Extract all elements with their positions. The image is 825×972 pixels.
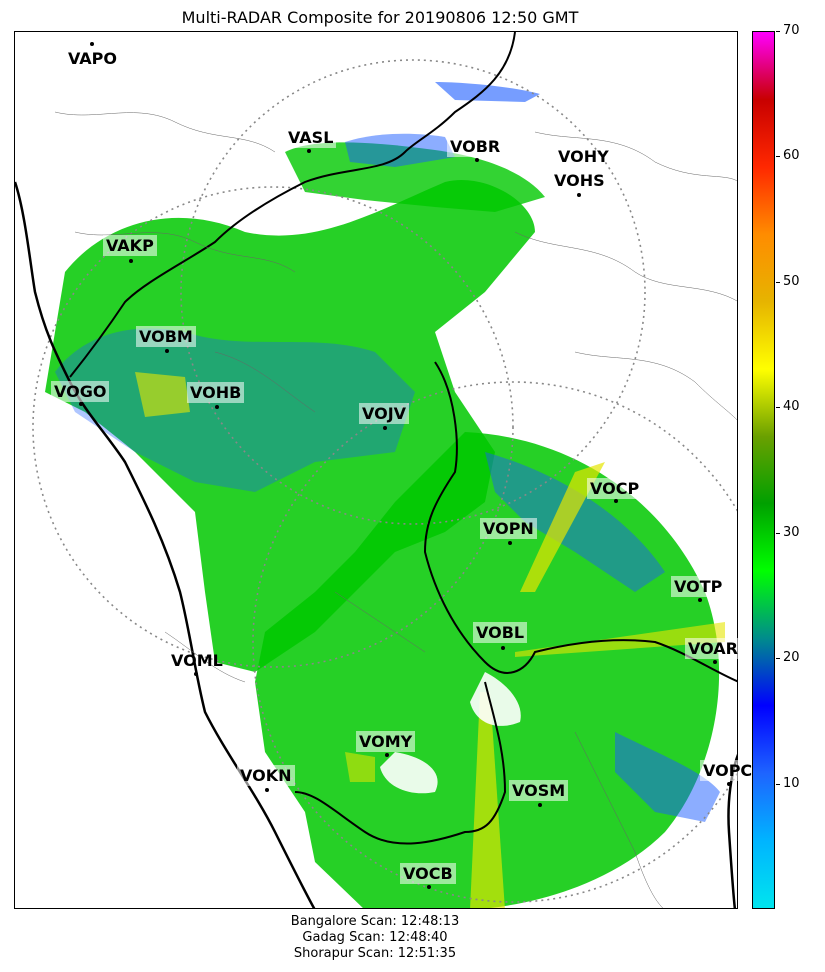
station-label-vokn: VOKN bbox=[237, 765, 295, 786]
station-label-vobm: VOBM bbox=[136, 326, 196, 347]
station-label-vogo: VOGO bbox=[51, 381, 110, 402]
radar-map bbox=[14, 31, 738, 909]
station-marker-voar bbox=[713, 660, 717, 664]
station-marker-vomy bbox=[385, 753, 389, 757]
station-label-votp: VOTP bbox=[671, 576, 726, 597]
station-marker-vobr bbox=[475, 158, 479, 162]
station-label-vasl: VASL bbox=[285, 127, 337, 148]
scan-info: Bangalore Scan: 12:48:13 Gadag Scan: 12:… bbox=[0, 914, 750, 962]
station-marker-vobm bbox=[165, 349, 169, 353]
colorbar-tick-label: 20 bbox=[783, 650, 800, 666]
colorbar-tick bbox=[776, 281, 780, 283]
station-marker-vogo bbox=[79, 402, 83, 406]
colorbar-tick-label: 40 bbox=[783, 399, 800, 415]
station-marker-votp bbox=[698, 598, 702, 602]
scan-info-gadag: Gadag Scan: 12:48:40 bbox=[302, 930, 448, 945]
station-marker-voml bbox=[194, 672, 198, 676]
station-marker-vocb bbox=[427, 885, 431, 889]
station-marker-vocp bbox=[614, 499, 618, 503]
colorbar-tick-label: 70 bbox=[783, 23, 800, 38]
range-rings bbox=[32, 59, 737, 903]
colorbar-tick bbox=[776, 532, 780, 534]
colorbar-tick bbox=[776, 156, 780, 158]
colorbar-tick-label: 30 bbox=[783, 524, 800, 540]
station-marker-vohs bbox=[577, 193, 581, 197]
station-marker-vojv bbox=[383, 426, 387, 430]
coastline bbox=[15, 181, 316, 908]
station-marker-vobl bbox=[501, 646, 505, 650]
colorbar bbox=[752, 31, 775, 909]
colorbar-tick-label: 50 bbox=[783, 273, 800, 289]
colorbar-tick-label: 10 bbox=[783, 775, 800, 791]
station-label-vohs: VOHS bbox=[554, 171, 605, 190]
station-label-vopc: VOPC bbox=[700, 760, 756, 781]
station-marker-vakp bbox=[129, 259, 133, 263]
colorbar-tick bbox=[776, 407, 780, 409]
station-marker-vosm bbox=[538, 803, 542, 807]
scan-info-shorapur: Shorapur Scan: 12:51:35 bbox=[293, 946, 457, 961]
radar-map-canvas bbox=[15, 32, 737, 908]
colorbar-tick-label: 60 bbox=[783, 148, 800, 164]
station-label-vosm: VOSM bbox=[509, 780, 569, 801]
station-marker-vapo bbox=[90, 42, 94, 46]
station-label-vocp: VOCP bbox=[587, 478, 643, 499]
colorbar-tick bbox=[776, 658, 780, 660]
station-marker-vopn bbox=[508, 541, 512, 545]
station-label-vohb: VOHB bbox=[187, 382, 245, 403]
district-boundaries bbox=[54, 111, 737, 908]
colorbar-tick bbox=[776, 783, 780, 785]
station-marker-vokn bbox=[265, 788, 269, 792]
station-label-vopn: VOPN bbox=[480, 518, 537, 539]
station-marker-vopc bbox=[727, 782, 731, 786]
station-label-vobr: VOBR bbox=[447, 136, 504, 157]
colorbar-tick bbox=[776, 31, 780, 32]
station-label-vohy: VOHY bbox=[558, 147, 609, 166]
scan-info-bangalore: Bangalore Scan: 12:48:13 bbox=[290, 914, 460, 929]
station-label-vojv: VOJV bbox=[359, 403, 410, 424]
state-boundary bbox=[69, 32, 737, 845]
station-label-voar: VOAR bbox=[685, 638, 741, 659]
station-label-vakp: VAKP bbox=[103, 235, 157, 256]
station-label-voml: VOML bbox=[171, 651, 223, 670]
station-marker-vasl bbox=[307, 149, 311, 153]
station-label-vobl: VOBL bbox=[473, 622, 528, 643]
station-marker-vohb bbox=[215, 405, 219, 409]
radar-echo-north bbox=[45, 82, 545, 672]
map-title: Multi-RADAR Composite for 20190806 12:50… bbox=[181, 8, 579, 27]
station-label-vomy: VOMY bbox=[356, 731, 416, 752]
station-label-vapo: VAPO bbox=[68, 49, 118, 68]
station-label-vocb: VOCB bbox=[400, 863, 456, 884]
